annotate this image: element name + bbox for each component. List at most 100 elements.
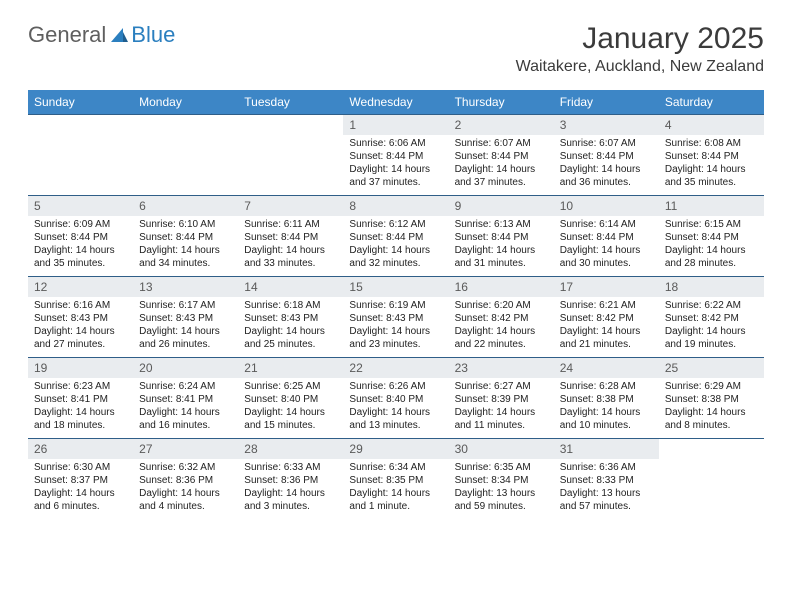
sunset-line: Sunset: 8:43 PM [139, 312, 232, 325]
day-detail: Sunrise: 6:32 AMSunset: 8:36 PMDaylight:… [133, 459, 238, 519]
day-number: 25 [659, 358, 764, 378]
calendar-cell: 13Sunrise: 6:17 AMSunset: 8:43 PMDayligh… [133, 277, 238, 358]
day-number: 21 [238, 358, 343, 378]
sunrise-value: 6:32 AM [179, 462, 216, 473]
calendar-row: 5Sunrise: 6:09 AMSunset: 8:44 PMDaylight… [28, 196, 764, 277]
calendar-cell: 21Sunrise: 6:25 AMSunset: 8:40 PMDayligh… [238, 358, 343, 439]
sunset-value: 8:33 PM [596, 475, 633, 486]
day-detail: Sunrise: 6:11 AMSunset: 8:44 PMDaylight:… [238, 216, 343, 276]
daylight-value: 14 hours and 3 minutes. [244, 488, 325, 512]
sunset-line: Sunset: 8:42 PM [665, 312, 758, 325]
daylight-line: Daylight: 14 hours and 35 minutes. [665, 163, 758, 189]
day-detail: Sunrise: 6:10 AMSunset: 8:44 PMDaylight:… [133, 216, 238, 276]
sunrise-value: 6:20 AM [494, 300, 531, 311]
daylight-line: Daylight: 14 hours and 11 minutes. [455, 406, 548, 432]
daylight-value: 14 hours and 16 minutes. [139, 407, 220, 431]
day-header: Friday [554, 90, 659, 115]
sunrise-value: 6:30 AM [73, 462, 110, 473]
daylight-value: 14 hours and 36 minutes. [560, 164, 641, 188]
sunrise-value: 6:34 AM [389, 462, 426, 473]
sunset-line: Sunset: 8:34 PM [455, 474, 548, 487]
day-header: Wednesday [343, 90, 448, 115]
sunrise-line: Sunrise: 6:21 AM [560, 299, 653, 312]
day-detail: Sunrise: 6:28 AMSunset: 8:38 PMDaylight:… [554, 378, 659, 438]
day-number: 9 [449, 196, 554, 216]
sunrise-value: 6:26 AM [389, 381, 426, 392]
daylight-line: Daylight: 14 hours and 13 minutes. [349, 406, 442, 432]
day-detail: Sunrise: 6:27 AMSunset: 8:39 PMDaylight:… [449, 378, 554, 438]
day-detail: Sunrise: 6:16 AMSunset: 8:43 PMDaylight:… [28, 297, 133, 357]
sunrise-line: Sunrise: 6:08 AM [665, 137, 758, 150]
sunset-value: 8:44 PM [596, 232, 633, 243]
sunrise-value: 6:36 AM [599, 462, 636, 473]
sunset-value: 8:43 PM [176, 313, 213, 324]
sunrise-line: Sunrise: 6:19 AM [349, 299, 442, 312]
sunrise-line: Sunrise: 6:23 AM [34, 380, 127, 393]
sunset-line: Sunset: 8:41 PM [34, 393, 127, 406]
sunset-value: 8:36 PM [176, 475, 213, 486]
sunset-line: Sunset: 8:44 PM [34, 231, 127, 244]
sunset-value: 8:41 PM [71, 394, 108, 405]
day-detail: Sunrise: 6:34 AMSunset: 8:35 PMDaylight:… [343, 459, 448, 519]
calendar-body: 1Sunrise: 6:06 AMSunset: 8:44 PMDaylight… [28, 115, 764, 520]
sunrise-line: Sunrise: 6:06 AM [349, 137, 442, 150]
day-detail: Sunrise: 6:15 AMSunset: 8:44 PMDaylight:… [659, 216, 764, 276]
day-detail: Sunrise: 6:12 AMSunset: 8:44 PMDaylight:… [343, 216, 448, 276]
calendar-row: 26Sunrise: 6:30 AMSunset: 8:37 PMDayligh… [28, 439, 764, 520]
sunrise-value: 6:23 AM [73, 381, 110, 392]
daylight-line: Daylight: 14 hours and 21 minutes. [560, 325, 653, 351]
day-detail: Sunrise: 6:17 AMSunset: 8:43 PMDaylight:… [133, 297, 238, 357]
sunrise-line: Sunrise: 6:13 AM [455, 218, 548, 231]
sunrise-line: Sunrise: 6:20 AM [455, 299, 548, 312]
daylight-line: Daylight: 14 hours and 3 minutes. [244, 487, 337, 513]
sunset-value: 8:34 PM [491, 475, 528, 486]
day-number: 22 [343, 358, 448, 378]
day-number: 10 [554, 196, 659, 216]
sunset-value: 8:42 PM [491, 313, 528, 324]
sunset-value: 8:44 PM [386, 151, 423, 162]
logo-text-2: Blue [131, 22, 175, 48]
daylight-value: 14 hours and 6 minutes. [34, 488, 115, 512]
sunset-value: 8:39 PM [491, 394, 528, 405]
calendar-cell: 17Sunrise: 6:21 AMSunset: 8:42 PMDayligh… [554, 277, 659, 358]
sunrise-line: Sunrise: 6:22 AM [665, 299, 758, 312]
day-number: 18 [659, 277, 764, 297]
day-detail: Sunrise: 6:30 AMSunset: 8:37 PMDaylight:… [28, 459, 133, 519]
daylight-line: Daylight: 14 hours and 22 minutes. [455, 325, 548, 351]
calendar-cell: 8Sunrise: 6:12 AMSunset: 8:44 PMDaylight… [343, 196, 448, 277]
sunrise-value: 6:09 AM [73, 219, 110, 230]
calendar-cell [238, 115, 343, 196]
logo: General Blue [28, 22, 175, 48]
daylight-line: Daylight: 14 hours and 16 minutes. [139, 406, 232, 432]
sunset-line: Sunset: 8:44 PM [560, 150, 653, 163]
sunrise-value: 6:22 AM [704, 300, 741, 311]
sunrise-line: Sunrise: 6:07 AM [560, 137, 653, 150]
day-detail: Sunrise: 6:35 AMSunset: 8:34 PMDaylight:… [449, 459, 554, 519]
calendar-page: General Blue January 2025 Waitakere, Auc… [0, 0, 792, 529]
sunrise-value: 6:35 AM [494, 462, 531, 473]
sunrise-line: Sunrise: 6:27 AM [455, 380, 548, 393]
sunset-line: Sunset: 8:44 PM [349, 150, 442, 163]
daylight-value: 14 hours and 33 minutes. [244, 245, 325, 269]
sunset-line: Sunset: 8:37 PM [34, 474, 127, 487]
sunset-line: Sunset: 8:41 PM [139, 393, 232, 406]
day-detail: Sunrise: 6:19 AMSunset: 8:43 PMDaylight:… [343, 297, 448, 357]
calendar-cell [133, 115, 238, 196]
sunrise-value: 6:08 AM [704, 138, 741, 149]
daylight-line: Daylight: 14 hours and 10 minutes. [560, 406, 653, 432]
daylight-value: 14 hours and 25 minutes. [244, 326, 325, 350]
sunrise-value: 6:14 AM [599, 219, 636, 230]
day-header: Saturday [659, 90, 764, 115]
sunset-value: 8:36 PM [281, 475, 318, 486]
sunset-line: Sunset: 8:36 PM [244, 474, 337, 487]
day-detail: Sunrise: 6:23 AMSunset: 8:41 PMDaylight:… [28, 378, 133, 438]
sunrise-value: 6:17 AM [179, 300, 216, 311]
sunrise-line: Sunrise: 6:29 AM [665, 380, 758, 393]
calendar-cell: 9Sunrise: 6:13 AMSunset: 8:44 PMDaylight… [449, 196, 554, 277]
sunset-line: Sunset: 8:43 PM [349, 312, 442, 325]
day-detail: Sunrise: 6:36 AMSunset: 8:33 PMDaylight:… [554, 459, 659, 519]
daylight-value: 14 hours and 30 minutes. [560, 245, 641, 269]
sunset-value: 8:41 PM [176, 394, 213, 405]
day-number: 6 [133, 196, 238, 216]
daylight-line: Daylight: 14 hours and 30 minutes. [560, 244, 653, 270]
